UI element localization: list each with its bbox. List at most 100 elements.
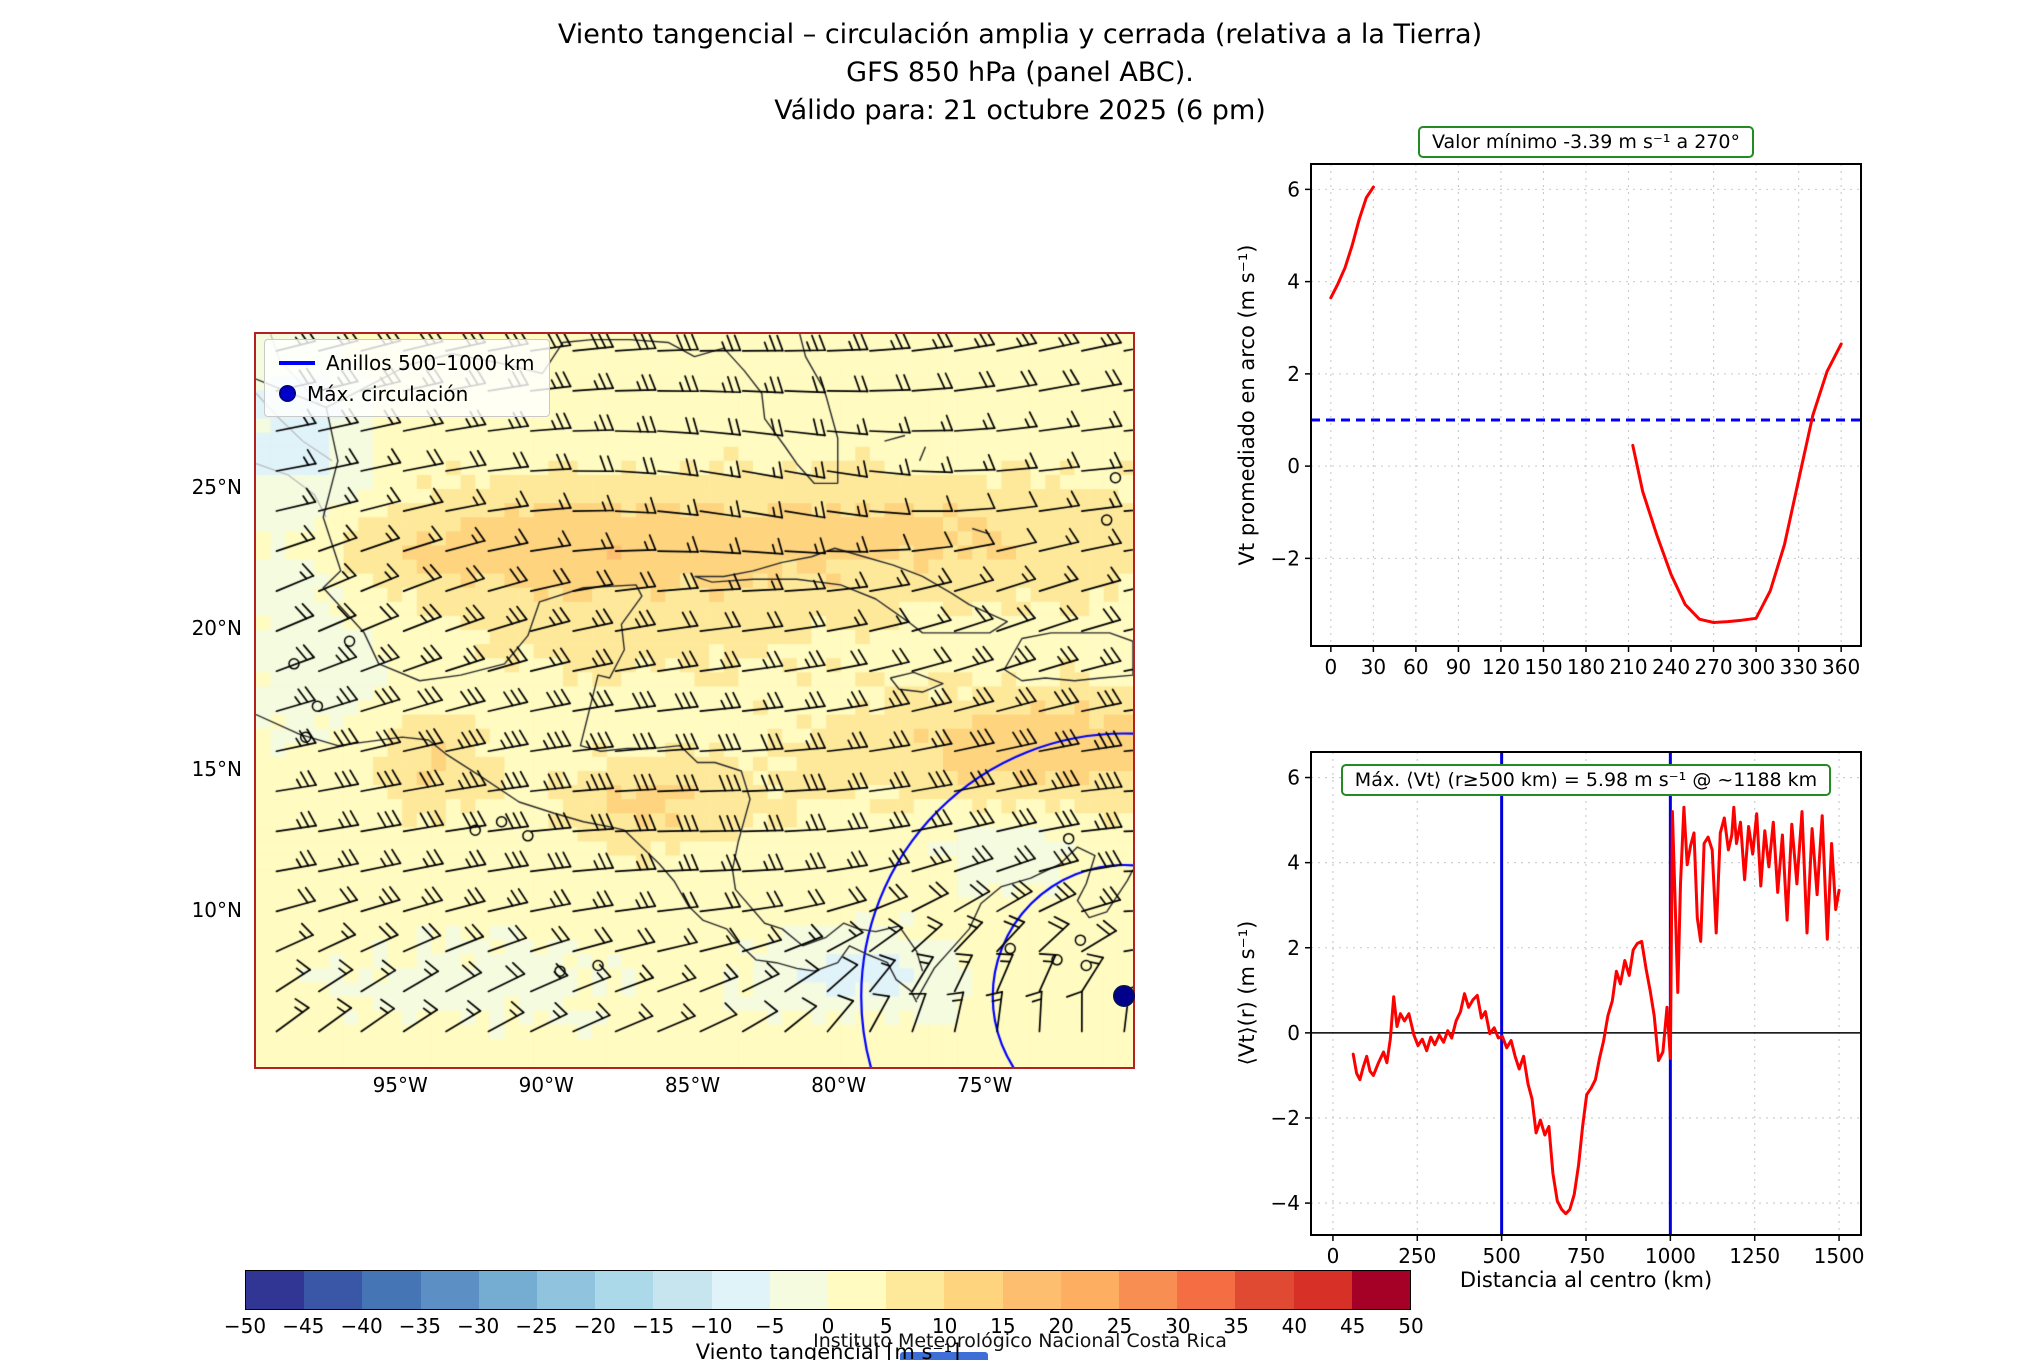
max-legend-label: Máx. circulación	[307, 381, 469, 406]
series-vt-arc-0-30	[1329, 185, 1375, 300]
highlight-strip	[900, 1352, 988, 1360]
max-circulation-marker	[1113, 985, 1135, 1007]
x-tick-label: 750	[1567, 1244, 1605, 1268]
max-circulation-dot-icon	[279, 385, 296, 402]
arc-chart-ylabel: Vt promediado en arco (m s⁻¹)	[1235, 244, 1259, 566]
x-tick-label: 270	[1694, 655, 1732, 679]
y-tick-label: 4	[1287, 270, 1300, 294]
x-tick-label: 330	[1780, 655, 1818, 679]
y-tick-label: −2	[1271, 546, 1300, 570]
colorbar-segment-4	[478, 1271, 538, 1309]
colorbar-segment-14	[1060, 1271, 1120, 1309]
colorbar	[245, 1270, 1411, 1310]
title-line-2: GFS 850 hPa (panel ABC).	[846, 57, 1194, 88]
x-tick-label: 240	[1652, 655, 1690, 679]
colorbar-segment-3	[420, 1271, 479, 1309]
series-vt-arc-210-360	[1631, 342, 1843, 624]
colorbar-segment-12	[944, 1271, 1003, 1309]
ring-line-icon	[279, 360, 315, 365]
x-tick-label: 500	[1483, 1244, 1521, 1268]
x-tick-label: 0	[1327, 1244, 1340, 1268]
colorbar-segment-5	[537, 1271, 596, 1309]
x-tick-label: 90	[1446, 655, 1471, 679]
y-tick-label: 0	[1287, 454, 1300, 478]
colorbar-tick-label: −45	[282, 1314, 325, 1338]
colorbar-segment-7	[653, 1271, 712, 1309]
x-tick-label: 1000	[1645, 1244, 1696, 1268]
y-tick-label: 2	[1287, 936, 1300, 960]
colorbar-label: Viento tangencial [m s⁻¹]	[695, 1340, 961, 1360]
colorbar-segment-19	[1351, 1271, 1411, 1309]
lon-tick-label: 90°W	[518, 1073, 574, 1097]
x-tick-label: 1500	[1814, 1244, 1865, 1268]
colorbar-segment-8	[711, 1271, 770, 1309]
colorbar-tick-label: 20	[1048, 1314, 1074, 1338]
colorbar-segment-10	[828, 1271, 887, 1309]
colorbar-segment-15	[1119, 1271, 1178, 1309]
x-tick-label: 250	[1398, 1244, 1436, 1268]
y-tick-label: 6	[1287, 766, 1300, 790]
lon-tick-label: 95°W	[372, 1073, 428, 1097]
colorbar-segment-0	[246, 1271, 305, 1309]
map-canvas	[256, 334, 1133, 1067]
colorbar-tick-label: 15	[990, 1314, 1016, 1338]
colorbar-tick-label: −35	[398, 1314, 441, 1338]
colorbar-tick-label: 25	[1106, 1314, 1133, 1338]
colorbar-tick-label: −30	[457, 1314, 500, 1338]
x-tick-label: 150	[1524, 655, 1562, 679]
x-tick-label: 1250	[1729, 1244, 1780, 1268]
y-tick-label: −2	[1271, 1106, 1300, 1130]
series-vt-radial	[1351, 805, 1841, 1216]
legend-row-max: Máx. circulación	[279, 378, 535, 409]
colorbar-segment-11	[886, 1271, 945, 1309]
lat-tick-label: 15°N	[191, 756, 242, 781]
y-tick-label: 6	[1287, 177, 1300, 201]
title-line-3: Válido para: 21 octubre 2025 (6 pm)	[774, 95, 1266, 126]
title-line-1: Viento tangencial – circulación amplia y…	[557, 19, 1483, 50]
colorbar-segment-18	[1293, 1271, 1352, 1309]
vt-radius-chart: 0 250 500 750 1000 1250 1500 −4 −2 0 2 4 6	[1271, 751, 1865, 1268]
x-tick-label: 120	[1482, 655, 1520, 679]
colorbar-tick-label: −15	[631, 1314, 675, 1338]
colorbar-segment-13	[1002, 1271, 1061, 1309]
colorbar-segment-6	[595, 1271, 654, 1309]
colorbar-segment-16	[1177, 1271, 1236, 1309]
figure-title: Viento tangencial – circulación amplia y…	[0, 16, 2040, 130]
colorbar-segment-17	[1235, 1271, 1294, 1309]
colorbar-tick-label: 45	[1339, 1314, 1366, 1338]
colorbar-segment-9	[769, 1271, 829, 1309]
colorbar-tick-label: 30	[1165, 1314, 1191, 1338]
y-tick-label: 2	[1287, 362, 1300, 386]
x-tick-label: 360	[1822, 655, 1860, 679]
vt-radius-chart-svg: 0 250 500 750 1000 1250 1500 −4 −2 0 2 4 6	[1271, 751, 1865, 1268]
x-tick-label: 60	[1403, 655, 1428, 679]
radius-chart-annotation-wrap: Máx. ⟨Vt⟩ (r≥500 km) = 5.98 m s⁻¹ @ ~118…	[1311, 764, 1861, 796]
y-tick-label: 0	[1287, 1021, 1300, 1045]
colorbar-tick-label: 0	[821, 1314, 835, 1338]
colorbar-tick-label: −25	[515, 1314, 558, 1338]
colorbar-segment-1	[304, 1271, 363, 1309]
colorbar-segment-2	[362, 1271, 421, 1309]
lon-tick-label: 75°W	[957, 1073, 1013, 1097]
map-legend: Anillos 500–1000 km Máx. circulación	[264, 339, 550, 417]
x-tick-label: 30	[1361, 655, 1386, 679]
colorbar-tick-label: 10	[931, 1314, 958, 1338]
lon-tick-label: 85°W	[664, 1073, 721, 1097]
legend-row-rings: Anillos 500–1000 km	[279, 347, 535, 378]
colorbar-tick-label: −20	[573, 1314, 616, 1338]
x-tick-label: 300	[1737, 655, 1775, 679]
colorbar-tick-label: −10	[690, 1314, 733, 1338]
axes-frame	[1310, 751, 1862, 1236]
axes-frame	[1310, 163, 1862, 647]
lon-tick-label: 80°W	[811, 1073, 867, 1097]
y-tick-label: 4	[1287, 851, 1300, 875]
x-tick-label: 210	[1609, 655, 1647, 679]
arc-chart-annotation-wrap: Valor mínimo -3.39 m s⁻¹ a 270°	[1311, 126, 1861, 158]
colorbar-tick-label: 50	[1398, 1314, 1424, 1338]
colorbar-tick-label: 5	[879, 1314, 893, 1338]
colorbar-tick-label: −5	[754, 1314, 785, 1338]
x-tick-label: 0	[1324, 655, 1337, 679]
colorbar-tick-label: 40	[1281, 1314, 1308, 1338]
lat-tick-label: 20°N	[191, 616, 242, 641]
